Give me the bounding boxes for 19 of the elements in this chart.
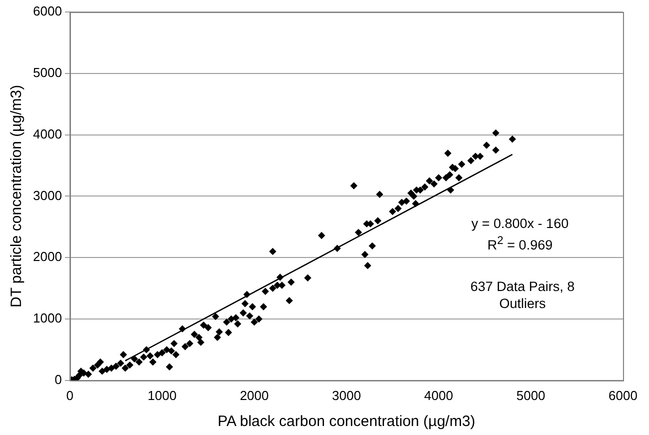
x-tick-label: 1000 [148, 388, 177, 403]
y-tick-label: 1000 [33, 310, 62, 326]
x-tick-label: 2000 [240, 388, 269, 403]
y-tick-label: 0 [54, 372, 62, 387]
x-tick-label: 3000 [332, 388, 361, 403]
x-tick-label: 5000 [516, 388, 546, 403]
y-axis-title: DT particle concentration (µg/m3) [8, 84, 26, 308]
x-tick-label: 0 [66, 388, 74, 403]
y-tick-label: 4000 [33, 126, 62, 142]
annotation: y = 0.800x - 160 [470, 215, 570, 232]
annotation: R$^{2}$ = 0.969 [486, 234, 554, 254]
x-tick-label: 6000 [608, 388, 638, 403]
y-tick-label: 6000 [33, 4, 62, 19]
y-tick-label: 2000 [33, 249, 62, 264]
x-tick-label: 4000 [424, 388, 454, 403]
annotation: 637 Data Pairs, 8 Outliers [469, 278, 576, 312]
y-tick-label: 5000 [33, 64, 62, 80]
y-tick-label: 3000 [33, 188, 62, 203]
x-axis-title: PA black carbon concentration (µg/m3) [218, 413, 476, 430]
